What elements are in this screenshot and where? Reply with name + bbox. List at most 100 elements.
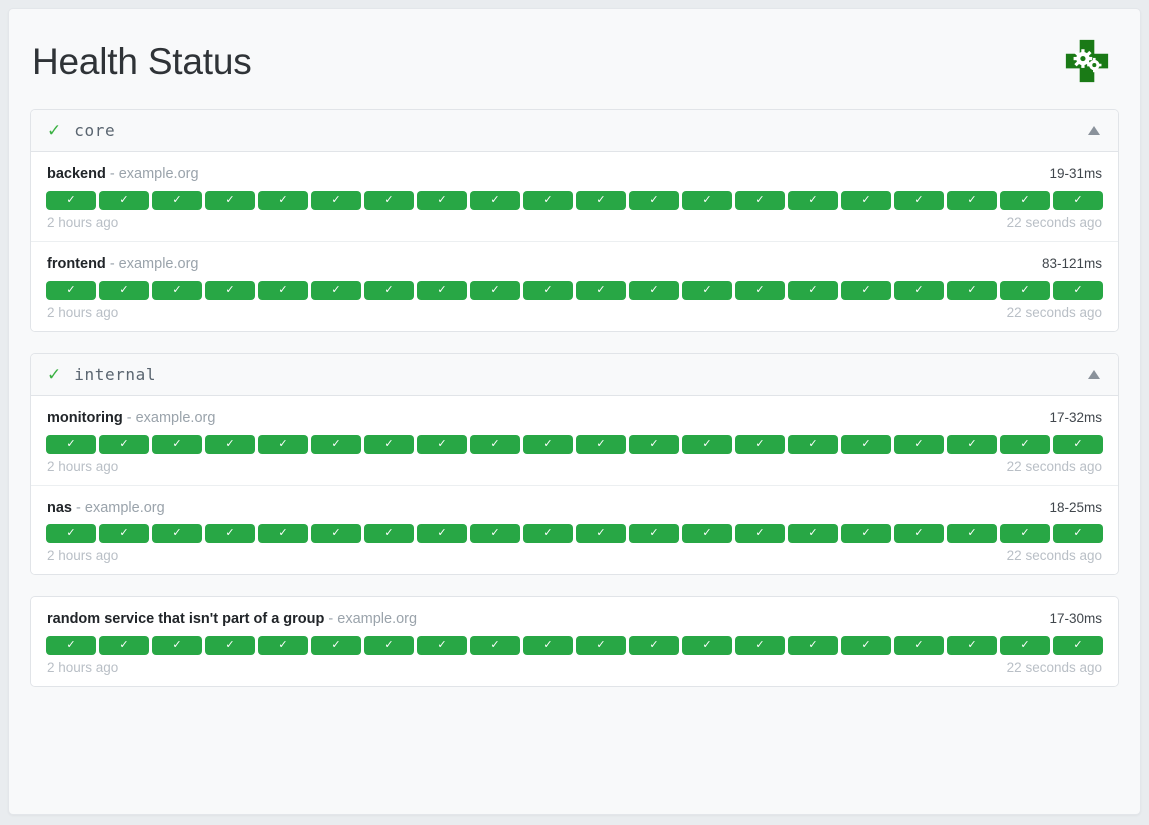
status-pill-up[interactable]: ✓ (576, 434, 626, 454)
status-pill-up[interactable]: ✓ (311, 524, 361, 544)
status-pill-up[interactable]: ✓ (311, 636, 361, 656)
status-pill-up[interactable]: ✓ (152, 434, 202, 454)
status-pill-up[interactable]: ✓ (311, 190, 361, 210)
status-pill-up[interactable]: ✓ (46, 434, 96, 454)
status-pill-up[interactable]: ✓ (1000, 190, 1050, 210)
service-name[interactable]: backend (47, 166, 106, 182)
status-pill-up[interactable]: ✓ (417, 190, 467, 210)
status-pill-up[interactable]: ✓ (417, 434, 467, 454)
status-pill-up[interactable]: ✓ (311, 434, 361, 454)
status-pill-up[interactable]: ✓ (841, 434, 891, 454)
status-pill-up[interactable]: ✓ (947, 434, 997, 454)
status-pill-up[interactable]: ✓ (894, 190, 944, 210)
status-pill-up[interactable]: ✓ (682, 524, 732, 544)
status-pill-up[interactable]: ✓ (523, 524, 573, 544)
status-pill-up[interactable]: ✓ (576, 524, 626, 544)
status-pill-up[interactable]: ✓ (841, 524, 891, 544)
status-pill-up[interactable]: ✓ (258, 524, 308, 544)
status-pill-up[interactable]: ✓ (1000, 434, 1050, 454)
status-pill-up[interactable]: ✓ (947, 190, 997, 210)
collapse-arrow-icon[interactable] (1088, 126, 1100, 135)
status-pill-up[interactable]: ✓ (470, 434, 520, 454)
status-pill-up[interactable]: ✓ (523, 280, 573, 300)
status-pill-up[interactable]: ✓ (894, 280, 944, 300)
status-pill-up[interactable]: ✓ (205, 524, 255, 544)
status-pill-up[interactable]: ✓ (841, 190, 891, 210)
status-pill-up[interactable]: ✓ (46, 190, 96, 210)
status-pill-up[interactable]: ✓ (258, 280, 308, 300)
status-pill-up[interactable]: ✓ (682, 636, 732, 656)
status-pill-up[interactable]: ✓ (1053, 434, 1103, 454)
status-pill-up[interactable]: ✓ (735, 190, 785, 210)
status-pill-up[interactable]: ✓ (1000, 524, 1050, 544)
status-pill-up[interactable]: ✓ (364, 636, 414, 656)
status-pill-up[interactable]: ✓ (947, 524, 997, 544)
status-pill-up[interactable]: ✓ (205, 280, 255, 300)
status-pill-up[interactable]: ✓ (788, 190, 838, 210)
status-pill-up[interactable]: ✓ (788, 280, 838, 300)
status-pill-up[interactable]: ✓ (576, 636, 626, 656)
status-pill-up[interactable]: ✓ (788, 434, 838, 454)
status-pill-up[interactable]: ✓ (629, 636, 679, 656)
status-pill-up[interactable]: ✓ (46, 636, 96, 656)
status-pill-up[interactable]: ✓ (1000, 636, 1050, 656)
status-pill-up[interactable]: ✓ (417, 524, 467, 544)
status-pill-up[interactable]: ✓ (629, 524, 679, 544)
collapse-arrow-icon[interactable] (1088, 369, 1100, 379)
status-pill-up[interactable]: ✓ (46, 280, 96, 300)
status-pill-up[interactable]: ✓ (311, 280, 361, 300)
status-pill-up[interactable]: ✓ (470, 190, 520, 210)
status-pill-up[interactable]: ✓ (364, 280, 414, 300)
status-pill-up[interactable]: ✓ (682, 280, 732, 300)
status-pill-up[interactable]: ✓ (629, 190, 679, 210)
status-pill-up[interactable]: ✓ (841, 280, 891, 300)
status-pill-up[interactable]: ✓ (99, 434, 149, 454)
status-pill-up[interactable]: ✓ (735, 280, 785, 300)
status-pill-up[interactable]: ✓ (1000, 280, 1050, 300)
status-pill-up[interactable]: ✓ (364, 190, 414, 210)
status-pill-up[interactable]: ✓ (364, 434, 414, 454)
status-pill-up[interactable]: ✓ (947, 636, 997, 656)
service-name[interactable]: random service that isn't part of a grou… (47, 611, 325, 628)
status-pill-up[interactable]: ✓ (894, 636, 944, 656)
service-name[interactable]: nas (47, 499, 72, 516)
status-pill-up[interactable]: ✓ (152, 524, 202, 544)
status-pill-up[interactable]: ✓ (205, 434, 255, 454)
status-pill-up[interactable]: ✓ (205, 190, 255, 210)
status-pill-up[interactable]: ✓ (629, 280, 679, 300)
status-pill-up[interactable]: ✓ (417, 280, 467, 300)
status-pill-up[interactable]: ✓ (735, 434, 785, 454)
status-pill-up[interactable]: ✓ (470, 524, 520, 544)
status-pill-up[interactable]: ✓ (629, 434, 679, 454)
status-pill-up[interactable]: ✓ (99, 190, 149, 210)
status-pill-up[interactable]: ✓ (258, 434, 308, 454)
status-pill-up[interactable]: ✓ (470, 280, 520, 300)
status-pill-up[interactable]: ✓ (205, 636, 255, 656)
group-header-core[interactable]: ✓ core (31, 110, 1118, 152)
status-pill-up[interactable]: ✓ (682, 434, 732, 454)
status-pill-up[interactable]: ✓ (1053, 636, 1103, 656)
service-name[interactable]: monitoring (47, 409, 123, 426)
status-pill-up[interactable]: ✓ (152, 280, 202, 300)
status-pill-up[interactable]: ✓ (1053, 524, 1103, 544)
status-pill-up[interactable]: ✓ (576, 190, 626, 210)
status-pill-up[interactable]: ✓ (99, 636, 149, 656)
status-pill-up[interactable]: ✓ (523, 190, 573, 210)
group-header-internal[interactable]: ✓ internal (31, 353, 1118, 396)
status-pill-up[interactable]: ✓ (523, 636, 573, 656)
status-pill-up[interactable]: ✓ (841, 636, 891, 656)
service-name[interactable]: frontend (47, 255, 106, 272)
status-pill-up[interactable]: ✓ (576, 280, 626, 300)
status-pill-up[interactable]: ✓ (523, 434, 573, 454)
status-pill-up[interactable]: ✓ (735, 524, 785, 544)
status-pill-up[interactable]: ✓ (99, 280, 149, 300)
status-pill-up[interactable]: ✓ (99, 524, 149, 544)
status-pill-up[interactable]: ✓ (735, 636, 785, 656)
status-pill-up[interactable]: ✓ (258, 636, 308, 656)
status-pill-up[interactable]: ✓ (1053, 280, 1103, 300)
status-pill-up[interactable]: ✓ (894, 434, 944, 454)
status-pill-up[interactable]: ✓ (258, 190, 308, 210)
status-pill-up[interactable]: ✓ (152, 636, 202, 656)
status-pill-up[interactable]: ✓ (417, 636, 467, 656)
status-pill-up[interactable]: ✓ (947, 280, 997, 300)
